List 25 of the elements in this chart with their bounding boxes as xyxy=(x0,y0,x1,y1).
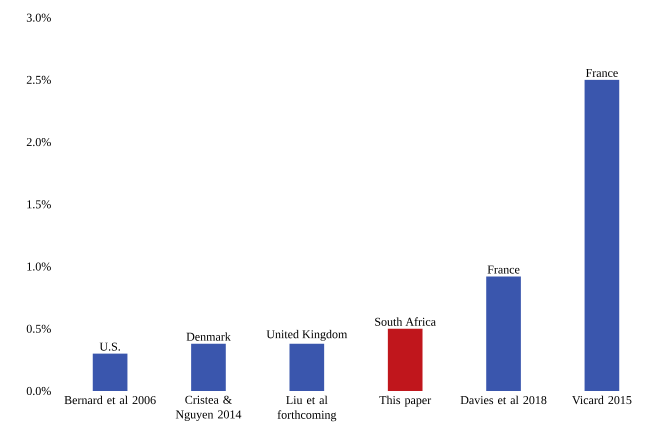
x-tick-label: Cristea & Nguyen 2014 xyxy=(176,396,242,421)
x-tick-label: Bernard et al 2006 xyxy=(64,396,156,404)
x-tick-label: Vicard 2015 xyxy=(572,396,632,404)
y-tick-label: 1.5% xyxy=(27,200,51,208)
bar xyxy=(388,328,423,391)
annotation: South Africa xyxy=(375,317,436,326)
bar xyxy=(191,344,226,391)
annotation: Denmark xyxy=(186,332,231,341)
y-tick-label: 3.0% xyxy=(26,14,51,22)
x-tick-label: This paper xyxy=(379,396,432,407)
bar xyxy=(289,344,324,391)
annotation: United Kingdom xyxy=(266,330,348,341)
annotation: France xyxy=(586,68,618,77)
bar xyxy=(92,354,128,391)
y-tick-label: 0.5% xyxy=(26,324,51,333)
y-tick-label: 2.0% xyxy=(26,138,51,146)
x-tick-label: Liu et al forthcoming xyxy=(278,396,336,422)
y-tick-label: 0.0% xyxy=(26,386,51,396)
annotation: France xyxy=(488,266,520,274)
bar xyxy=(584,80,620,391)
bar xyxy=(486,276,521,391)
y-tick-label: 1.0% xyxy=(27,262,51,271)
y-tick-label: 2.5% xyxy=(26,76,51,84)
annotation: U.S. xyxy=(100,342,120,351)
x-tick-label: Davies et al 2018 xyxy=(460,396,546,404)
